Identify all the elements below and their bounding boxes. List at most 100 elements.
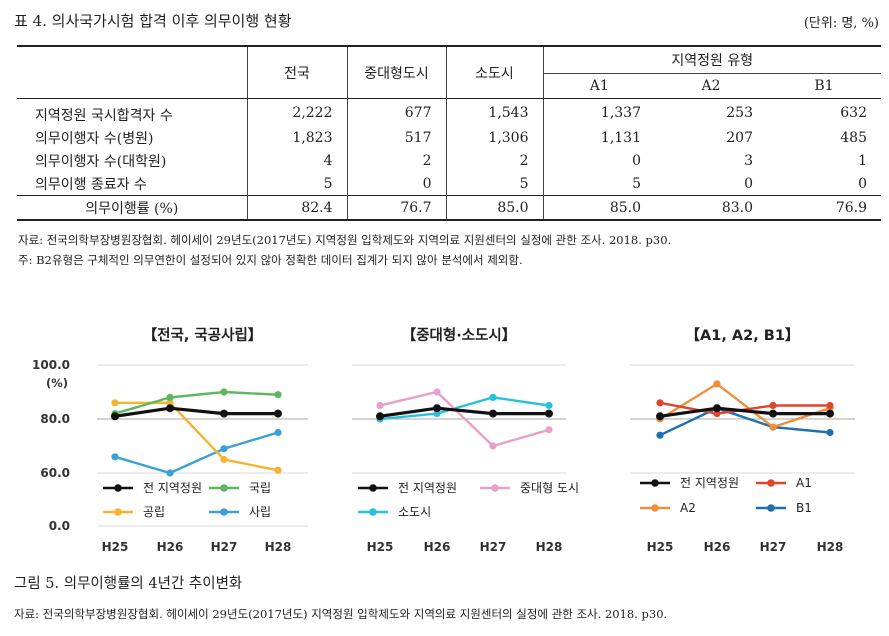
data-point bbox=[656, 412, 664, 421]
series-line-baseline bbox=[114, 406, 278, 418]
legend-label: 국립 bbox=[249, 481, 271, 495]
table-cell: 1,131 bbox=[542, 126, 655, 149]
y-tick-label: 100.0 bbox=[32, 358, 70, 372]
table-cell: 485 bbox=[840, 129, 867, 146]
table-cell: 1,337 bbox=[542, 98, 655, 126]
legend-marker bbox=[491, 484, 499, 492]
legend-marker bbox=[220, 508, 228, 516]
data-point bbox=[376, 401, 384, 410]
table-cell: 5 bbox=[445, 172, 543, 196]
table-title: 표 4. 의사국가시험 합격 이후 의무이행 현황 bbox=[14, 12, 292, 30]
table-cell: 677 bbox=[346, 98, 446, 126]
row-label: 지역정원 국시합격자 수 bbox=[35, 107, 173, 124]
col-header-a2: A2 bbox=[655, 73, 767, 99]
table-cell: 0 bbox=[858, 175, 867, 192]
table-cell: 253 bbox=[726, 104, 753, 121]
table-source: 자료: 전국의학부장병원장협회. 헤이세이 29년도(2017년도) 지역정원 … bbox=[18, 233, 672, 247]
data-point bbox=[376, 412, 384, 421]
table-cell: 632 bbox=[840, 104, 867, 121]
data-point bbox=[713, 404, 721, 413]
legend-marker bbox=[114, 508, 122, 516]
table-cell: 1,306 bbox=[445, 126, 543, 149]
data-point bbox=[489, 442, 497, 450]
legend-label: B1 bbox=[796, 501, 812, 515]
x-tick-label: H27 bbox=[760, 540, 787, 554]
data-point bbox=[826, 428, 834, 437]
data-point bbox=[713, 380, 721, 388]
y-tick-label: 60.0 bbox=[40, 466, 70, 480]
col-header-a1: A1 bbox=[542, 73, 655, 99]
legend-label: 전 지역정원 bbox=[143, 481, 202, 495]
data-point bbox=[274, 409, 282, 418]
table-row: 의무이행자 수(병원) 1,823 517 1,306 1,131 207 485 bbox=[17, 126, 881, 149]
data-point bbox=[220, 455, 228, 464]
x-tick-label: H27 bbox=[211, 540, 238, 554]
table-cell: 1,823 bbox=[246, 126, 347, 149]
table-row: 의무이행자 수(대학원) 4 2 2 0 3 1 bbox=[17, 149, 881, 172]
col-header-small-city: 소도시 bbox=[445, 45, 543, 99]
legend-marker bbox=[369, 484, 377, 492]
data-point bbox=[545, 426, 553, 434]
trend-charts: 100.0 80.0 60.0 0.0 (%) 【전국, 국공사립】 H25 H26 H27 H2… bbox=[32, 327, 855, 554]
data-point bbox=[111, 399, 119, 407]
table-cell: 82.4 bbox=[246, 195, 347, 221]
col-header-b1: B1 bbox=[767, 73, 881, 99]
corner-cell bbox=[17, 45, 247, 99]
series-line-series bbox=[114, 431, 279, 475]
table-cell: 517 bbox=[346, 126, 446, 149]
data-point bbox=[166, 469, 174, 477]
y-tick-label: 0.0 bbox=[49, 519, 70, 533]
y-tick-label: 80.0 bbox=[40, 412, 70, 426]
table-unit: (단위: 명, %) bbox=[803, 16, 879, 31]
data-point bbox=[769, 423, 777, 431]
series-line-series bbox=[659, 382, 831, 429]
table-cell: 2 bbox=[346, 149, 446, 172]
legend-marker bbox=[220, 484, 228, 492]
data-point bbox=[274, 428, 282, 437]
data-point bbox=[220, 409, 228, 418]
data-point bbox=[220, 388, 228, 396]
legend-marker bbox=[651, 479, 659, 487]
compliance-table: 전국 중대형도시 소도시 지역정원 유형 A1 A2 B1 지역정원 국시합격자… bbox=[17, 45, 881, 221]
row-label: 의무이행자 수(대학원) bbox=[35, 153, 167, 170]
table-cell: 76.7 bbox=[346, 195, 446, 221]
x-tick-label: H28 bbox=[817, 540, 844, 554]
x-tick-label: H25 bbox=[102, 540, 129, 554]
table-cell: 85.0 bbox=[445, 195, 543, 221]
table-cell: 5 bbox=[246, 172, 347, 196]
legend-label: 전 지역정원 bbox=[680, 476, 739, 490]
table-footnote: 주: B2유형은 구체적인 의무연한이 설정되어 있지 않아 정확한 데이터 집… bbox=[18, 253, 523, 267]
data-point bbox=[433, 388, 441, 396]
series-line-baseline bbox=[659, 406, 830, 418]
data-point bbox=[769, 409, 777, 418]
legend-marker bbox=[767, 479, 775, 487]
legend-marker bbox=[369, 508, 377, 516]
table-cell: 0 bbox=[744, 175, 753, 192]
table-cell: 83.0 bbox=[655, 195, 767, 221]
data-point bbox=[111, 453, 119, 461]
col-header-quota-type: 지역정원 유형 bbox=[542, 45, 881, 74]
table-cell: 207 bbox=[726, 129, 753, 146]
chart-title: 【A1, A2, B1】 bbox=[686, 327, 800, 344]
data-point bbox=[656, 431, 664, 439]
figure-caption: 그림 5. 의무이행률의 4년간 추이변화 bbox=[14, 576, 243, 592]
data-point bbox=[166, 393, 174, 401]
legend-label: 중대형 도시 bbox=[520, 481, 579, 495]
data-point bbox=[274, 466, 282, 474]
legend-marker bbox=[651, 504, 659, 512]
col-header-large-city: 중대형도시 bbox=[346, 45, 446, 99]
data-point bbox=[274, 391, 282, 399]
x-tick-label: H28 bbox=[265, 540, 292, 554]
data-point bbox=[220, 445, 228, 453]
row-label: 의무이행 종료자 수 bbox=[35, 176, 147, 193]
table-cell: 85.0 bbox=[542, 195, 655, 221]
series-line-baseline bbox=[379, 406, 549, 418]
legend-label: 공립 bbox=[143, 505, 165, 519]
legend-marker bbox=[767, 504, 775, 512]
x-tick-label: H25 bbox=[647, 540, 674, 554]
x-tick-label: H26 bbox=[157, 540, 184, 554]
table-cell: 5 bbox=[542, 172, 655, 196]
col-header-national: 전국 bbox=[246, 45, 347, 99]
data-point bbox=[166, 399, 174, 407]
